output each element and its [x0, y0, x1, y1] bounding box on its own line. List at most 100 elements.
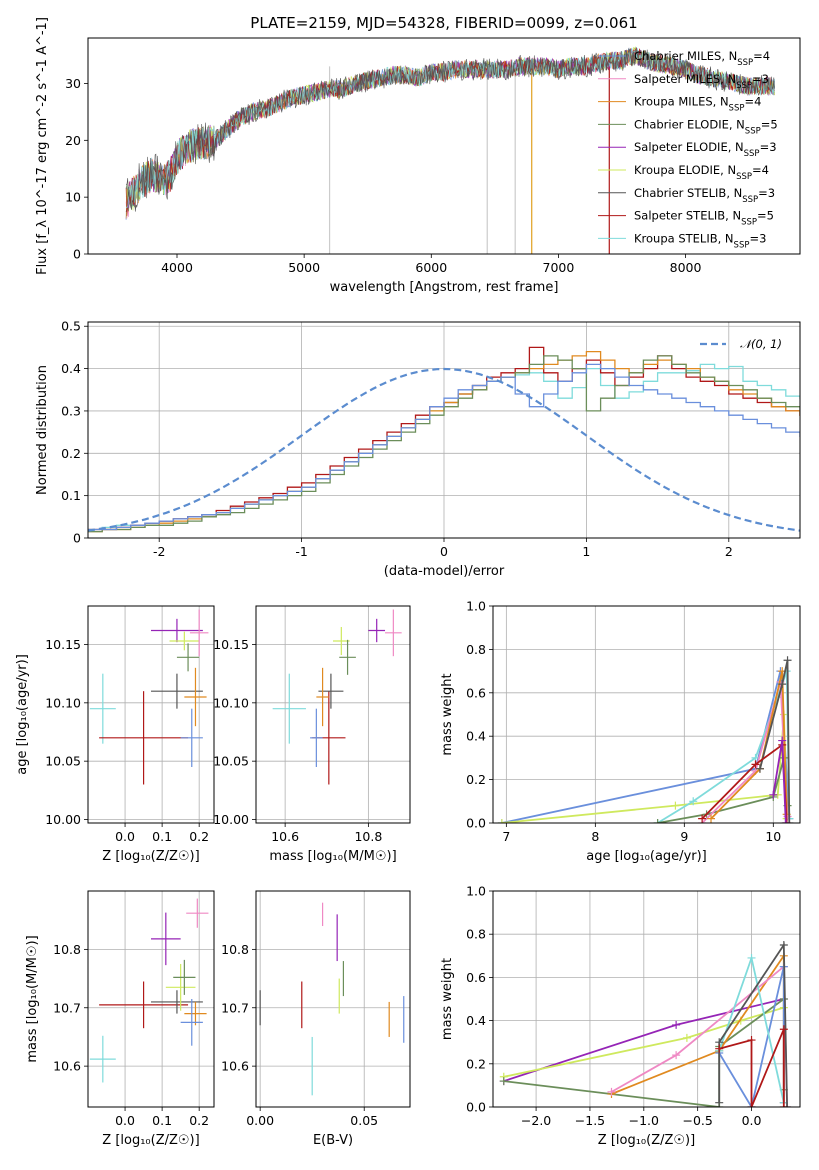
legend-subscript: SSP [742, 195, 758, 205]
weight-marker [778, 736, 787, 745]
weight-marker [707, 814, 716, 823]
y-axis-label: Flux [f_λ 10^-17 erg cm^-2 s^-1 A^-1] [35, 17, 50, 275]
x-tick-label: 0.05 [350, 1113, 378, 1128]
y-tick-label: 10.7 [221, 1000, 249, 1015]
weight-marker [785, 819, 794, 823]
histogram-step-line [88, 363, 800, 531]
axes-frame [87, 605, 215, 824]
errorbar-point [333, 627, 350, 655]
weight-marker [755, 764, 764, 773]
axes-frame [87, 890, 215, 1108]
y-tick-label: 10 [65, 190, 81, 205]
legend-subscript: SSP [745, 126, 761, 136]
errorbar-point [173, 959, 196, 995]
legend-entry: Chabrier ELODIE, NSSP=5 [634, 117, 778, 136]
errorbar-point [99, 691, 189, 785]
x-tick-label: 2 [725, 544, 733, 559]
errorbar-point [368, 618, 386, 643]
x-tick-label: −1.0 [629, 1113, 659, 1128]
y-tick-label: 10.6 [53, 1059, 81, 1074]
weight-plot-area [497, 656, 794, 823]
residuals-panel: -2 -1 0 1 2 0 0.1 0.2 0.3 0.4 0.5 (data-model)/erro… [35, 319, 801, 579]
y-tick-label: 10.15 [213, 637, 249, 652]
spectrum-plot-area [125, 46, 775, 254]
x-tick-label: 0.0 [742, 1113, 762, 1128]
x-tick-label: 8 [591, 829, 599, 844]
x-tick-label: 10.8 [354, 829, 382, 844]
x-axis-label: (data-model)/error [384, 564, 505, 579]
errorbar-point [272, 673, 306, 744]
x-tick-label: −0.5 [682, 1113, 712, 1128]
y-tick-label: 0.0 [466, 816, 486, 831]
age-vs-metallicity-panel: 0.0 0.1 0.2 10.00 10.05 10.10 10.15 Z [log₁₀(Z/… [15, 605, 215, 864]
mass-vs-ebv-panel: 0.00 0.05 10.6 10.7 10.8 E(B-V) [221, 890, 411, 1148]
y-tick-label: 30 [65, 76, 81, 91]
y-tick-label: 0.4 [466, 1013, 486, 1028]
weight-marker [783, 656, 792, 665]
legend-subscript: SSP [736, 172, 752, 182]
weight-line [718, 942, 788, 1107]
errorbar-point [385, 609, 402, 657]
legend-count: =3 [749, 231, 766, 245]
errorbar-plot-area [272, 609, 402, 785]
x-tick-label: 7000 [543, 260, 575, 275]
x-tick-label: 1 [582, 544, 590, 559]
weight-marker [689, 797, 698, 806]
age-vs-mass-panel: 10.6 10.8 10.00 10.05 10.10 10.15 mass [log₁₀(… [213, 605, 411, 864]
legend-subscript: SSP [737, 58, 753, 68]
spectrum-panel: 4000 5000 6000 7000 8000 0 10 20 30 wavelength [A… [35, 17, 801, 295]
weight-line [657, 757, 789, 823]
weight-marker [715, 1044, 724, 1053]
x-axis-label: wavelength [Angstrom, rest frame] [330, 280, 559, 295]
weight-marker [747, 1103, 756, 1107]
y-tick-label: 0.4 [466, 729, 486, 744]
weight-marker [747, 1036, 756, 1045]
weight-marker [715, 1098, 724, 1107]
weight-marker [778, 680, 787, 689]
x-tick-label: 10.6 [271, 829, 299, 844]
x-tick-label: 4000 [161, 260, 193, 275]
weight-marker [779, 1103, 788, 1107]
y-tick-label: 0.3 [61, 403, 81, 418]
y-tick-label: 0.1 [61, 488, 81, 503]
histogram-step-line [88, 363, 800, 531]
errorbar-point [184, 1001, 207, 1026]
legend-count: =3 [760, 140, 777, 154]
x-tick-label: 7 [502, 829, 510, 844]
weight-marker [751, 760, 760, 769]
histogram-step-line [88, 350, 800, 533]
normal-curve [88, 367, 800, 532]
errorbar-point [189, 609, 209, 657]
errorbar-point [165, 963, 196, 1011]
y-tick-label: 10.6 [221, 1059, 249, 1074]
axes-frame [87, 321, 801, 539]
weight-marker [782, 819, 791, 823]
x-tick-label: 9 [680, 829, 688, 844]
errorbar-point [184, 667, 207, 727]
legend-count: =4 [753, 49, 770, 63]
y-tick-label: 10.00 [45, 812, 81, 827]
weight-marker [607, 1087, 616, 1096]
errorbar-point [186, 898, 209, 928]
errorbar-point [151, 912, 181, 966]
axes-frame [255, 890, 411, 1108]
errorbar-point [151, 990, 203, 1014]
figure-title: PLATE=2159, MJD=54328, FIBERID=0099, z=0… [250, 14, 637, 32]
y-tick-label: 10.00 [213, 812, 249, 827]
weight-marker [783, 1103, 792, 1107]
errorbar-point [310, 708, 323, 767]
x-tick-label: 5000 [288, 260, 320, 275]
axes-frame [255, 605, 411, 824]
y-axis-label: mass [log₁₀(M/M☉)] [25, 935, 40, 1062]
observed-spectrum-line [125, 47, 775, 212]
weight-marker [769, 790, 778, 799]
y-tick-label: 10.10 [213, 695, 249, 710]
x-tick-label: 0.1 [152, 829, 172, 844]
legend-subscript: SSP [734, 240, 750, 250]
weight-marker [779, 1025, 788, 1034]
y-tick-label: 10.10 [45, 695, 81, 710]
errorbar-point [151, 618, 203, 643]
weight-marker [671, 801, 680, 810]
weight-marker [698, 814, 707, 823]
